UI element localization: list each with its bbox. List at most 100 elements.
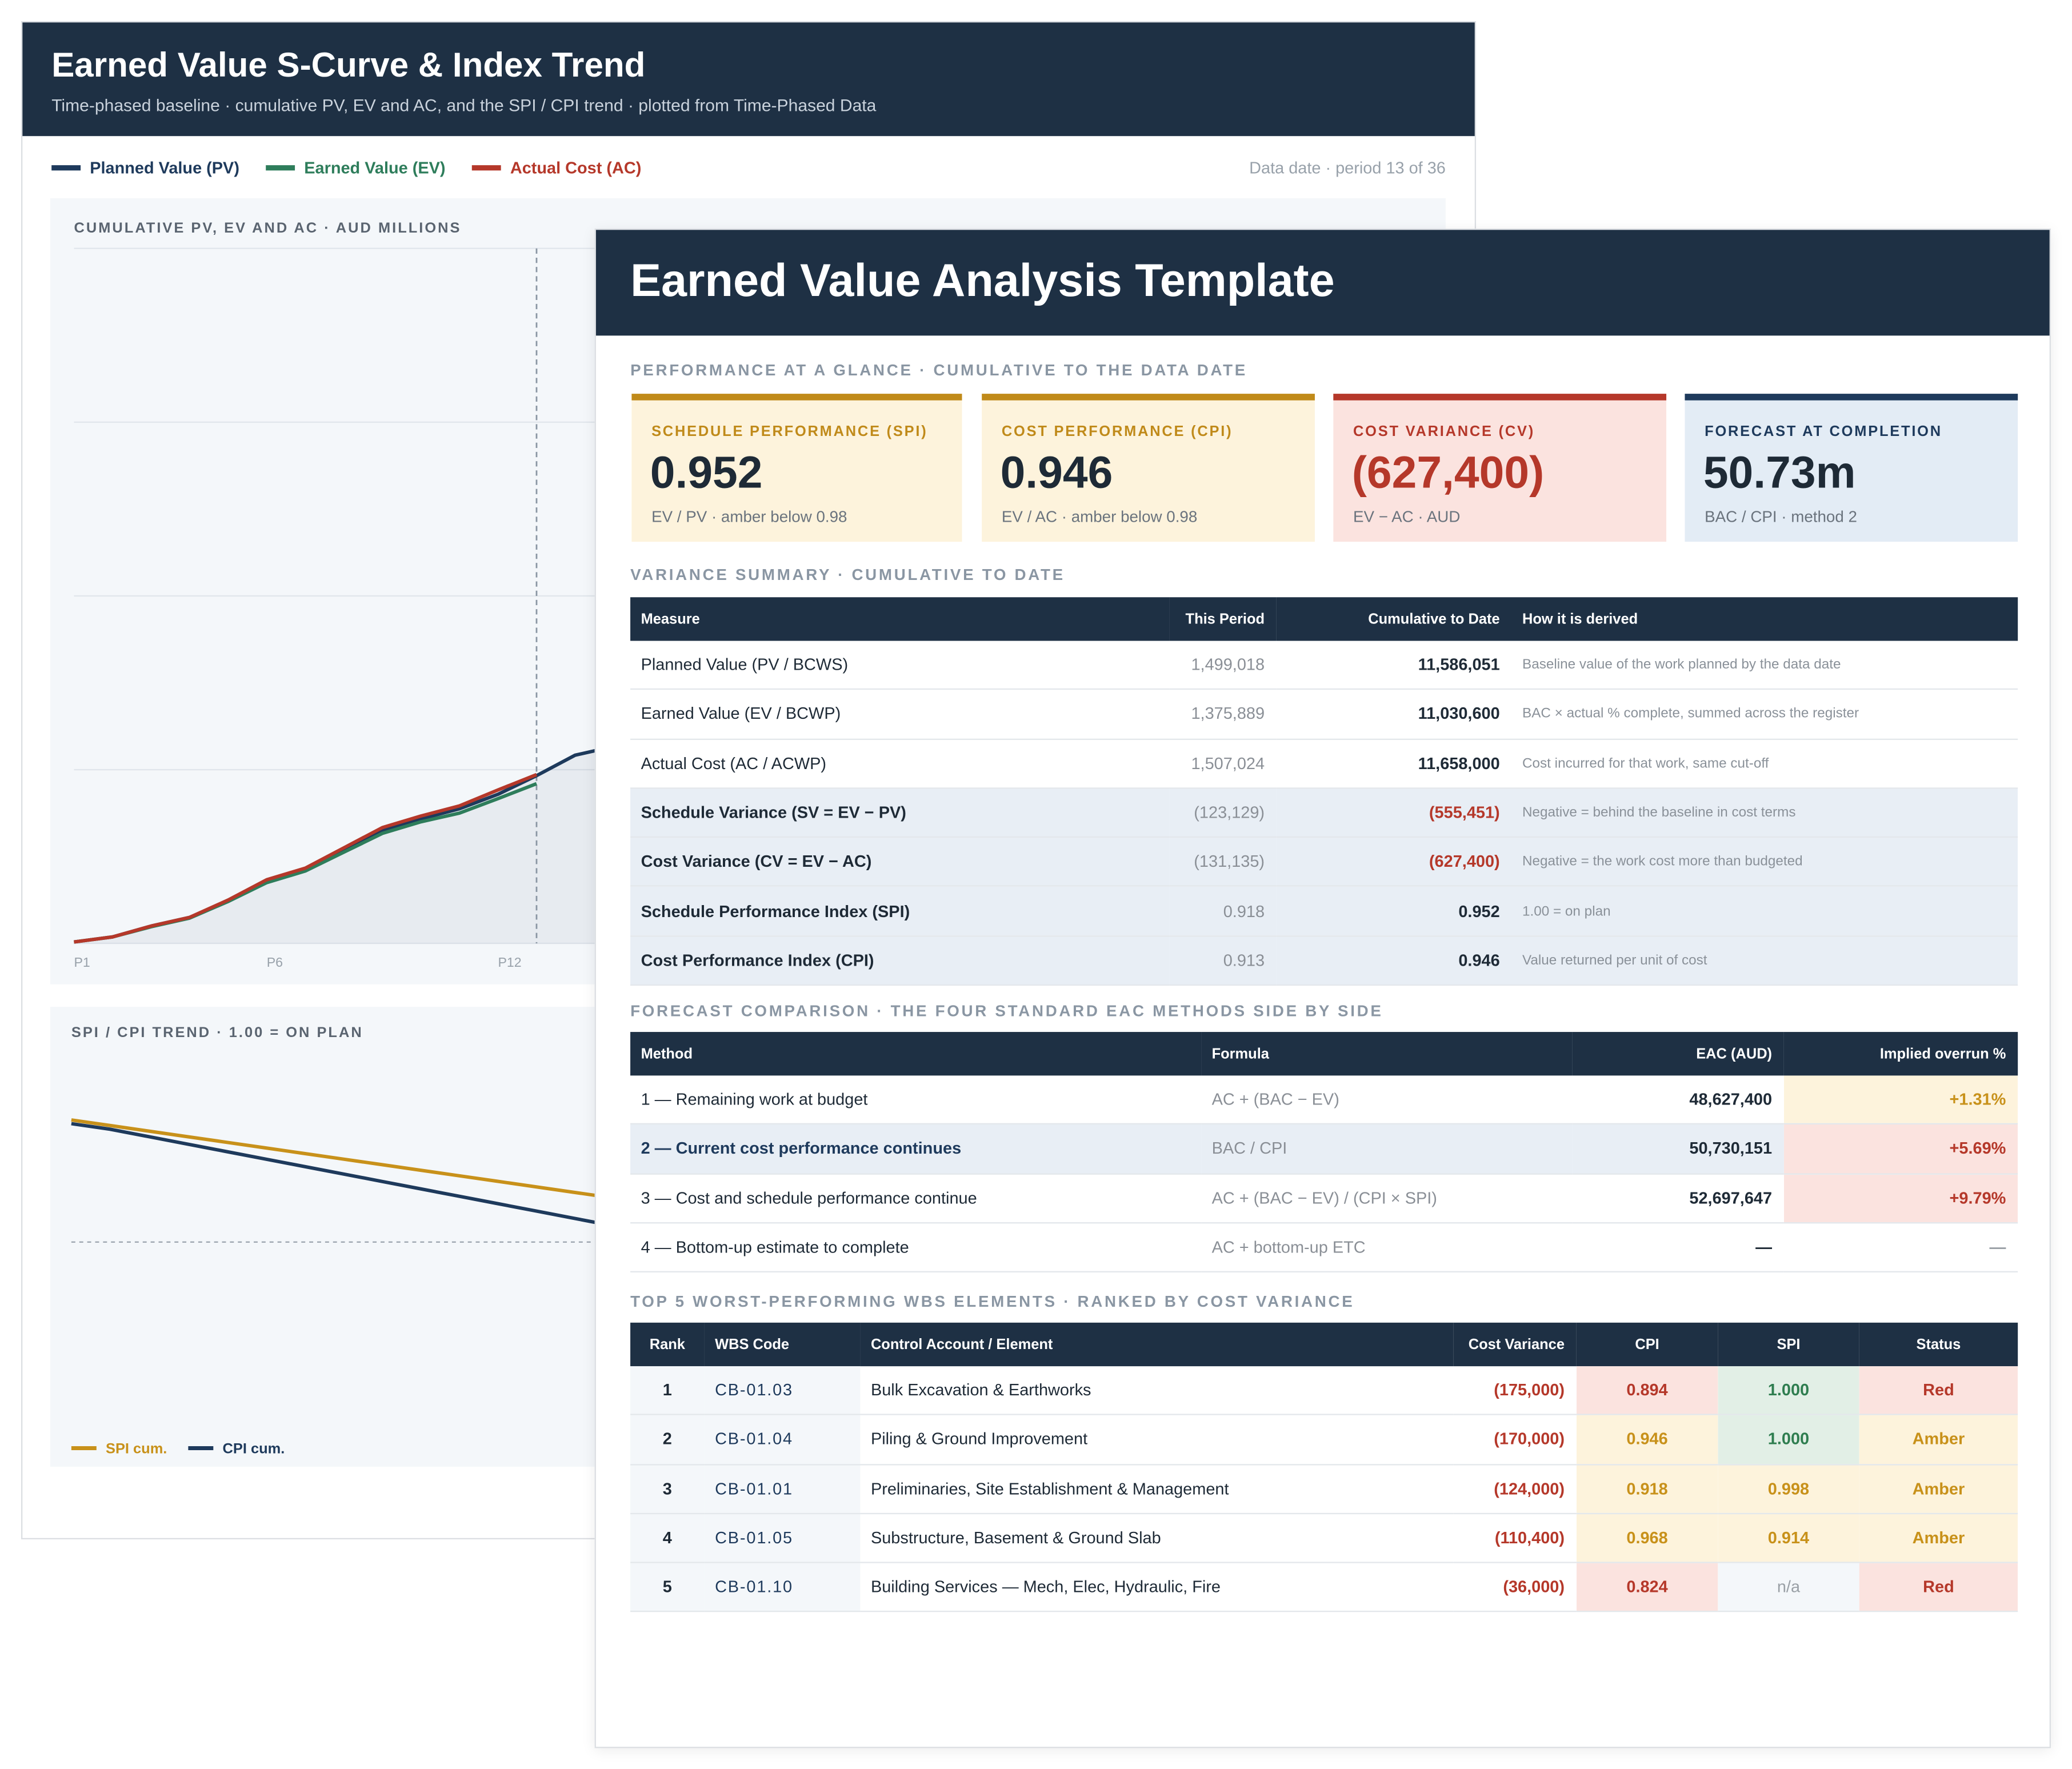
table-row: 1 CB-01.03 Bulk Excavation & Earthworks (17…: [630, 1366, 2018, 1416]
table-cell: (627,400): [1276, 837, 1512, 887]
table-cell: 2 — Current cost performance continues: [630, 1124, 1202, 1174]
table-cell: CB-01.05: [704, 1513, 861, 1564]
table-cell: Amber: [1859, 1513, 2018, 1564]
table-cell: Amber: [1859, 1415, 2018, 1465]
table-cell: 0.824: [1576, 1562, 1718, 1613]
kpi-label: COST PERFORMANCE (CPI): [1001, 424, 1233, 441]
column-header: Status: [1859, 1322, 2018, 1367]
kpi-value: 50.73m: [1703, 447, 1856, 498]
report-window: Earned Value Analysis Template PERFORMAN…: [594, 229, 2051, 1748]
table-cell: 1.000: [1718, 1415, 1859, 1465]
table-cell: 11,658,000: [1276, 738, 1512, 789]
table-cell: 0.913: [1169, 935, 1277, 986]
x-tick-label: P1: [74, 955, 90, 970]
table-cell: 0.946: [1576, 1415, 1718, 1465]
table-cell: Cost Variance (CV = EV − AC): [630, 837, 1170, 887]
table-row: Planned Value (PV / BCWS) 1,499,018 11,586…: [630, 641, 2018, 690]
kpi-note: BAC / CPI · method 2: [1705, 507, 1857, 526]
table-cell: Bulk Excavation & Earthworks: [860, 1366, 1454, 1416]
section-heading: VARIANCE SUMMARY · CUMULATIVE TO DATE: [630, 565, 1065, 585]
table-cell: 3: [630, 1464, 705, 1514]
column-header: How it is derived: [1511, 597, 2018, 641]
table-cell: 1.000: [1718, 1366, 1859, 1416]
window-header: Earned Value S-Curve & Index Trend Time-…: [22, 22, 1475, 137]
table-cell: 4 — Bottom-up estimate to complete: [630, 1222, 1202, 1273]
table-cell: n/a: [1718, 1562, 1859, 1613]
section-heading: TOP 5 WORST-PERFORMING WBS ELEMENTS · RA…: [630, 1292, 1355, 1311]
table-cell: Red: [1859, 1366, 2018, 1416]
legend-label: Planned Value (PV): [90, 159, 239, 178]
column-header: Method: [630, 1032, 1202, 1076]
column-header: Formula: [1201, 1032, 1573, 1076]
table-cell: Schedule Variance (SV = EV − PV): [630, 788, 1170, 838]
header-row: Method Formula EAC (AUD) Implied overrun %: [630, 1032, 2018, 1076]
column-header: Rank: [630, 1322, 705, 1367]
table-cell: Actual Cost (AC / ACWP): [630, 738, 1170, 789]
table-row: Earned Value (EV / BCWP) 1,375,889 11,030,…: [630, 689, 2018, 740]
kpi-value: (627,400): [1351, 447, 1545, 498]
kpi-value: 0.952: [650, 447, 763, 498]
kpi-note: EV / AC · amber below 0.98: [1001, 507, 1198, 526]
kpi-label: FORECAST AT COMPLETION: [1705, 424, 1942, 441]
table-cell: 50,730,151: [1572, 1124, 1784, 1174]
table-cell: 1: [630, 1366, 705, 1416]
table-cell: Earned Value (EV / BCWP): [630, 689, 1170, 740]
table-cell: 1,375,889: [1169, 689, 1277, 740]
column-header: WBS Code: [704, 1322, 861, 1367]
column-header: SPI: [1718, 1322, 1859, 1367]
chart-title: CUMULATIVE PV, EV AND AC · AUD MILLIONS: [74, 220, 462, 236]
column-header: EAC (AUD): [1572, 1032, 1784, 1076]
column-header: Control Account / Element: [860, 1322, 1454, 1367]
series-line: [71, 1122, 611, 1227]
forecast-table: Method Formula EAC (AUD) Implied overrun % 1…: [630, 1032, 2018, 1273]
table-row: 1 — Remaining work at budget AC + (BAC − …: [630, 1075, 2018, 1125]
table-row: 5 CB-01.10 Building Services — Mech, Elec,…: [630, 1562, 2018, 1613]
table-row: Cost Performance Index (CPI) 0.913 0.946 Va…: [630, 935, 2018, 986]
kpi-note: EV − AC · AUD: [1353, 507, 1461, 526]
table-cell: Negative = the work cost more than budge…: [1511, 837, 2018, 887]
series-line: [74, 773, 538, 944]
chart-title: SPI / CPI TREND · 1.00 = ON PLAN: [71, 1024, 363, 1040]
header-row: Rank WBS Code Control Account / Element Cos…: [630, 1322, 2018, 1367]
legend-label: Actual Cost (AC): [510, 159, 642, 178]
table-cell: CB-01.03: [704, 1366, 861, 1416]
table-cell: 11,586,051: [1276, 641, 1512, 690]
x-tick-label: P6: [267, 955, 283, 970]
table-cell: BAC / CPI: [1201, 1124, 1573, 1174]
legend-label: Earned Value (EV): [304, 159, 445, 178]
table-cell: Baseline value of the work planned by th…: [1511, 641, 2018, 690]
table-cell: 0.952: [1276, 886, 1512, 937]
table-cell: +9.79%: [1783, 1173, 2018, 1224]
table-row: 3 — Cost and schedule performance contin…: [630, 1173, 2018, 1224]
table-cell: (124,000): [1453, 1464, 1577, 1514]
table-cell: 2: [630, 1415, 705, 1465]
table-cell: 48,627,400: [1572, 1075, 1784, 1125]
table-row: Actual Cost (AC / ACWP) 1,507,024 11,658,0…: [630, 738, 2018, 789]
section-heading: PERFORMANCE AT A GLANCE · CUMULATIVE TO …: [630, 361, 1248, 379]
kpi-card: SCHEDULE PERFORMANCE (SPI) 0.952 EV / PV ·…: [631, 394, 962, 542]
column-header: Implied overrun %: [1783, 1032, 2018, 1076]
table-cell: Red: [1859, 1562, 2018, 1613]
legend-label: CPI cum.: [223, 1441, 285, 1457]
table-cell: 0.946: [1276, 935, 1512, 986]
table-cell: 1.00 = on plan: [1511, 886, 2018, 937]
table-cell: (170,000): [1453, 1415, 1577, 1465]
table-cell: 1,499,018: [1169, 641, 1277, 690]
table-cell: 4: [630, 1513, 705, 1564]
table-cell: AC + (BAC − EV): [1201, 1075, 1573, 1125]
table-cell: 0.914: [1718, 1513, 1859, 1564]
table-cell: 0.968: [1576, 1513, 1718, 1564]
table-cell: Substructure, Basement & Ground Slab: [860, 1513, 1454, 1564]
column-header: This Period: [1169, 597, 1277, 641]
table-cell: 0.894: [1576, 1366, 1718, 1416]
table-cell: 5: [630, 1562, 705, 1613]
table-cell: Piling & Ground Improvement: [860, 1415, 1454, 1465]
table-cell: Building Services — Mech, Elec, Hydrauli…: [860, 1562, 1454, 1613]
table-cell: +1.31%: [1783, 1075, 2018, 1125]
table-cell: (110,400): [1453, 1513, 1577, 1564]
window-title: Earned Value S-Curve & Index Trend: [51, 45, 646, 85]
table-cell: 0.998: [1718, 1464, 1859, 1514]
table-row: 4 CB-01.05 Substructure, Basement & Ground…: [630, 1513, 2018, 1564]
section-heading: FORECAST COMPARISON · THE FOUR STANDARD …: [630, 1001, 1383, 1020]
